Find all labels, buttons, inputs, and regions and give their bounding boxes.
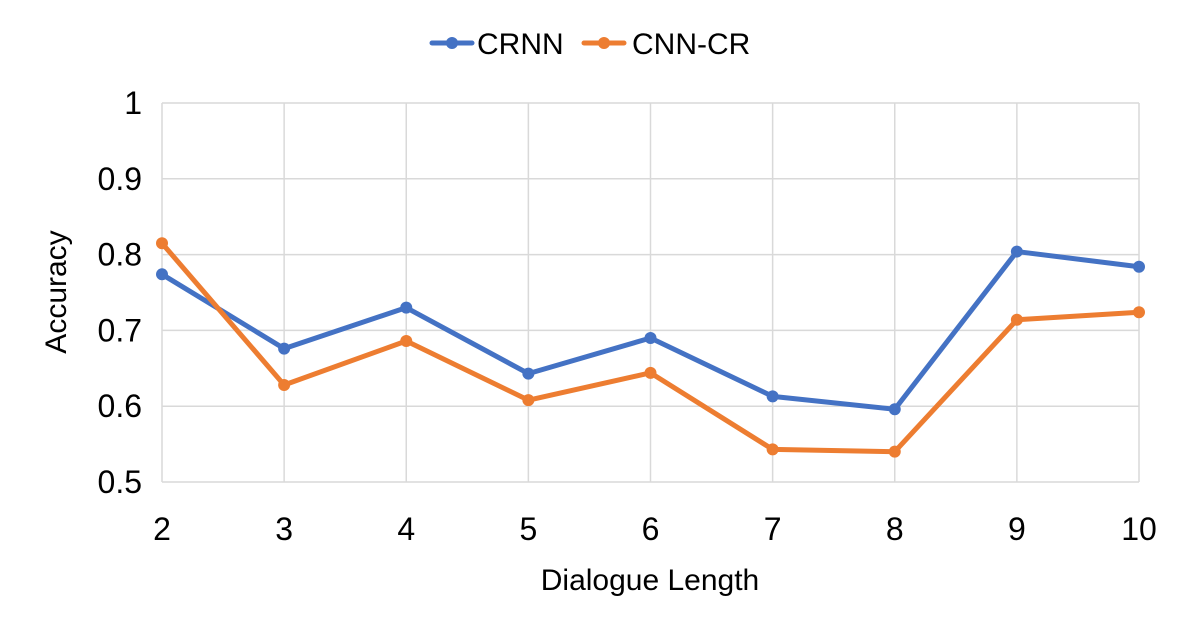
legend-marker [446, 37, 458, 49]
series-layer [156, 237, 1145, 458]
x-axis-title: Dialogue Length [541, 564, 760, 597]
y-axis-title: Accuracy [40, 230, 73, 353]
y-tick-label: 0.8 [98, 237, 142, 273]
x-tick-label: 9 [1008, 511, 1026, 547]
x-tick-label: 3 [275, 511, 293, 547]
legend-label: CRNN [477, 28, 564, 61]
legend-label: CNN-CR [632, 28, 750, 61]
data-point [400, 335, 413, 348]
data-point [888, 403, 901, 416]
data-point [644, 366, 657, 379]
data-point [766, 443, 779, 456]
y-tick-label: 0.9 [98, 161, 142, 197]
y-tick-label: 0.6 [98, 388, 142, 424]
x-tick-label: 8 [886, 511, 904, 547]
legend-item: CRNN [429, 28, 564, 61]
y-tick-label: 1 [124, 85, 142, 121]
data-point [278, 342, 291, 355]
x-tick-label: 7 [764, 511, 782, 547]
legend: CRNN CNN-CR [429, 28, 750, 61]
series-cnn-cr [156, 237, 1145, 458]
x-tick-label: 4 [397, 511, 415, 547]
data-point [522, 367, 535, 380]
data-point [1133, 306, 1145, 319]
data-point [888, 445, 901, 458]
series-crnn [156, 245, 1145, 416]
data-point [1133, 260, 1145, 273]
legend-item: CNN-CR [581, 28, 750, 61]
x-tick-label: 2 [153, 511, 171, 547]
data-point [1010, 313, 1023, 326]
data-point [278, 378, 291, 391]
data-point [522, 394, 535, 407]
y-tick-label: 0.5 [98, 464, 142, 500]
x-axis-tick-labels: 2 3 4 5 6 7 8 9 10 [153, 511, 1157, 547]
gridlines [161, 102, 1140, 483]
y-tick-label: 0.7 [98, 312, 142, 348]
data-point [1010, 245, 1023, 258]
x-tick-label: 5 [519, 511, 537, 547]
data-point [156, 237, 168, 250]
data-point [400, 301, 413, 314]
x-tick-label: 6 [642, 511, 660, 547]
x-tick-label: 10 [1121, 511, 1157, 547]
legend-marker [598, 37, 610, 49]
y-axis-tick-labels: 0.5 0.6 0.7 0.8 0.9 1 [98, 85, 142, 500]
data-point [766, 390, 779, 403]
data-point [156, 268, 168, 281]
data-point [644, 331, 657, 344]
